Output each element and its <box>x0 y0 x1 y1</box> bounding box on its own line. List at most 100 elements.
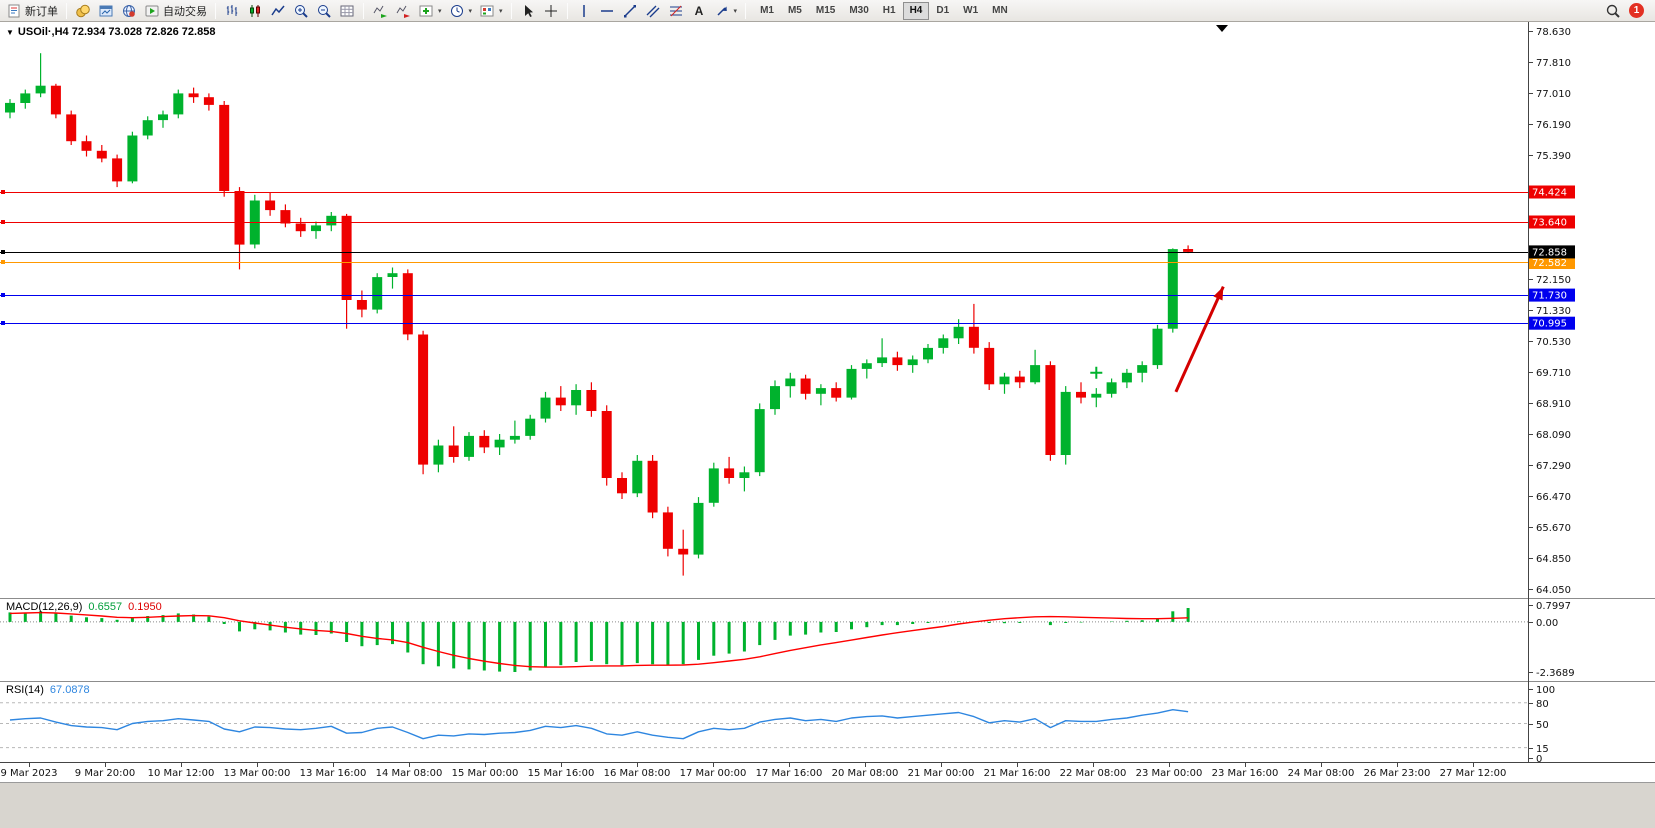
zoom-out-button[interactable] <box>313 1 335 21</box>
grid-button[interactable] <box>336 1 358 21</box>
globe-button[interactable] <box>118 1 140 21</box>
cursor-icon <box>524 4 533 17</box>
indicators-button[interactable]: ▾ <box>415 1 445 21</box>
svg-text:69.710: 69.710 <box>1536 368 1571 379</box>
svg-text:68.910: 68.910 <box>1536 399 1571 410</box>
horizontal-lines-layer[interactable] <box>0 190 1528 325</box>
dropdown-caret-icon: ▾ <box>499 7 503 15</box>
svg-text:100: 100 <box>1536 685 1555 696</box>
svg-text:0: 0 <box>1536 754 1542 765</box>
timeframe-button-m15[interactable]: M15 <box>815 4 836 16</box>
arrows-button[interactable]: ▾ <box>711 1 741 21</box>
svg-text:17 Mar 16:00: 17 Mar 16:00 <box>756 768 823 779</box>
chart-shift-icon <box>396 5 410 18</box>
grid-icon <box>340 5 354 16</box>
bar-chart-button[interactable] <box>221 1 243 21</box>
bar-chart-icon <box>226 4 238 16</box>
timeframe-button-w1[interactable]: W1 <box>963 4 979 16</box>
timeframe-toolbar: M1 M5 M15 M30 H1 H4 D1 W1 MN <box>753 1 1015 20</box>
annotations-layer[interactable] <box>1090 285 1228 393</box>
svg-text:A: A <box>694 4 703 18</box>
chart-shift-button[interactable] <box>392 1 414 21</box>
svg-text:50: 50 <box>1536 720 1549 731</box>
svg-text:24 Mar 08:00: 24 Mar 08:00 <box>1288 768 1355 779</box>
rsi-panel[interactable] <box>0 681 1528 762</box>
svg-text:26 Mar 23:00: 26 Mar 23:00 <box>1364 768 1431 779</box>
zoom-in-button[interactable] <box>290 1 312 21</box>
new-order-icon <box>8 4 20 17</box>
trendline-icon <box>623 4 636 17</box>
timeframe-button-m1[interactable]: M1 <box>760 4 774 16</box>
coins-button[interactable] <box>72 1 94 21</box>
svg-text:64.050: 64.050 <box>1536 585 1571 596</box>
periods-button[interactable]: ▾ <box>446 1 476 21</box>
notification-badge[interactable]: 1 <box>1629 3 1644 18</box>
horizontal-line-button[interactable] <box>596 1 618 21</box>
rsi-indicator-label[interactable]: RSI(14) 67.0878 <box>6 684 90 696</box>
svg-text:20 Mar 08:00: 20 Mar 08:00 <box>832 768 899 779</box>
timeframe-button-m30[interactable]: M30 <box>849 4 869 16</box>
svg-text:16 Mar 08:00: 16 Mar 08:00 <box>604 768 671 779</box>
macd-name: MACD(12,26,9) <box>6 601 83 613</box>
timeframe-button-h4[interactable]: H4 <box>902 1 930 20</box>
auto-scroll-button[interactable] <box>369 1 391 21</box>
autotrading-button[interactable]: 自动交易 <box>141 1 210 21</box>
search-button[interactable] <box>1602 1 1624 21</box>
arrow-annotation <box>1174 285 1225 393</box>
macd-indicator-label[interactable]: MACD(12,26,9) 0.6557 0.1950 <box>6 601 162 613</box>
price-axis[interactable] <box>1528 22 1655 762</box>
trendline-button[interactable] <box>619 1 641 21</box>
fibonacci-button[interactable] <box>665 1 687 21</box>
vertical-line-button[interactable] <box>573 1 595 21</box>
toolbar-separator <box>215 2 216 19</box>
chart-window-button[interactable] <box>95 1 117 21</box>
crosshair-button[interactable] <box>540 1 562 21</box>
fibonacci-icon <box>669 5 682 16</box>
timeframe-button-mn[interactable]: MN <box>992 4 1008 16</box>
svg-text:74.424: 74.424 <box>1532 188 1567 199</box>
svg-text:77.010: 77.010 <box>1536 89 1571 100</box>
new-order-button[interactable]: 新订单 <box>3 1 61 21</box>
time-axis[interactable] <box>0 762 1528 781</box>
svg-text:77.810: 77.810 <box>1536 58 1571 69</box>
macd-signal-value: 0.1950 <box>128 601 162 613</box>
svg-text:9 Mar 20:00: 9 Mar 20:00 <box>75 768 135 779</box>
symbol-dropdown-icon[interactable]: ▼ <box>6 28 14 37</box>
auto-scroll-icon <box>373 5 387 18</box>
channel-button[interactable] <box>642 1 664 21</box>
svg-text:72.150: 72.150 <box>1536 275 1571 286</box>
toolbar-separator <box>363 2 364 19</box>
main-chart-plot[interactable] <box>0 22 1528 598</box>
channel-icon <box>646 5 660 17</box>
svg-text:71.730: 71.730 <box>1532 291 1567 302</box>
svg-text:15: 15 <box>1536 744 1549 755</box>
macd-layer <box>0 608 1528 672</box>
toolbar-separator <box>566 2 568 19</box>
templates-button[interactable]: ▾ <box>476 1 506 21</box>
timeframe-button-h1[interactable]: H1 <box>882 4 896 16</box>
arrow-shape-icon <box>717 6 727 16</box>
svg-text:75.390: 75.390 <box>1536 151 1571 162</box>
svg-text:76.190: 76.190 <box>1536 120 1571 131</box>
svg-text:0.7997: 0.7997 <box>1536 601 1571 612</box>
svg-text:23 Mar 16:00: 23 Mar 16:00 <box>1212 768 1279 779</box>
svg-text:22 Mar 08:00: 22 Mar 08:00 <box>1060 768 1127 779</box>
svg-text:9 Mar 2023: 9 Mar 2023 <box>0 768 57 779</box>
svg-text:64.850: 64.850 <box>1536 554 1571 565</box>
timeframe-button-d1[interactable]: D1 <box>936 4 950 16</box>
zoom-in-icon <box>295 4 308 18</box>
macd-panel[interactable] <box>0 598 1528 681</box>
crosshair-icon <box>544 4 557 17</box>
text-button[interactable]: A <box>688 1 710 21</box>
svg-text:13 Mar 00:00: 13 Mar 00:00 <box>224 768 291 779</box>
svg-text:21 Mar 00:00: 21 Mar 00:00 <box>908 768 975 779</box>
timeframe-button-m5[interactable]: M5 <box>787 4 802 16</box>
svg-text:23 Mar 00:00: 23 Mar 00:00 <box>1136 768 1203 779</box>
candlestick-chart-button[interactable] <box>244 1 266 21</box>
chart-shift-marker[interactable] <box>1216 25 1228 32</box>
svg-text:10 Mar 12:00: 10 Mar 12:00 <box>148 768 215 779</box>
line-chart-button[interactable] <box>267 1 289 21</box>
cursor-button[interactable] <box>517 1 539 21</box>
